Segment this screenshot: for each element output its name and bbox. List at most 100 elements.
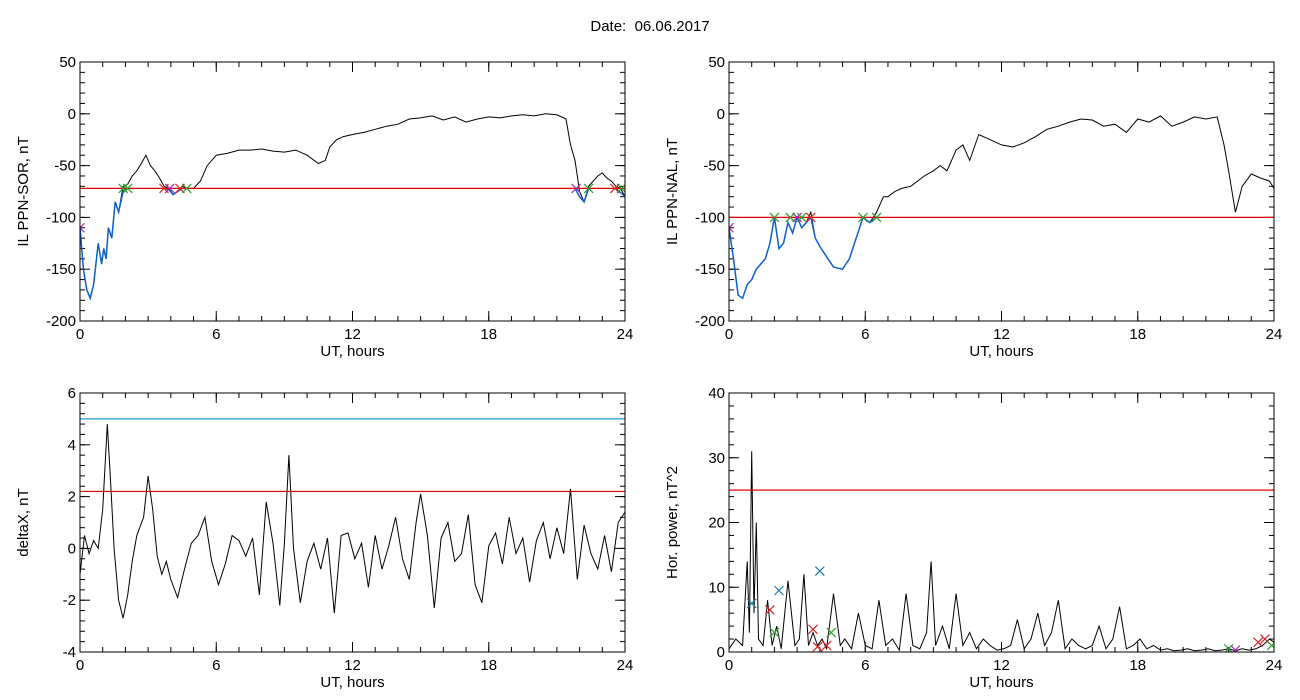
x-tick-label: 12 xyxy=(344,326,361,343)
y-tick-label: -4 xyxy=(63,644,76,661)
event-marker xyxy=(764,604,775,615)
y-tick-label: 6 xyxy=(68,385,76,402)
event-marker xyxy=(805,212,816,223)
x-tick-label: 6 xyxy=(212,657,220,674)
y-tick-label: -100 xyxy=(695,209,725,226)
y-tick-label: 50 xyxy=(708,54,725,71)
y-tick-label: 4 xyxy=(68,437,76,454)
x-tick-label: 18 xyxy=(1129,657,1146,674)
event-marker xyxy=(808,624,818,635)
event-marker xyxy=(729,222,734,233)
plot-frame xyxy=(79,61,626,322)
x-axis-label: UT, hours xyxy=(320,674,384,691)
x-tick-label: 0 xyxy=(725,657,733,674)
event-marker xyxy=(122,183,133,194)
event-marker xyxy=(583,183,594,194)
y-tick-label: 50 xyxy=(59,54,76,71)
event-marker xyxy=(769,627,780,638)
x-tick-label: 18 xyxy=(1129,326,1146,343)
plot-frame xyxy=(728,392,1275,653)
plot-area xyxy=(80,113,625,301)
event-marker xyxy=(821,640,832,651)
x-axis-label: UT, hours xyxy=(969,343,1033,360)
y-tick-label: -100 xyxy=(46,209,76,226)
x-tick-label: 12 xyxy=(993,657,1010,674)
event-marker xyxy=(826,627,837,638)
series-line xyxy=(729,451,1274,652)
series-line xyxy=(80,424,625,619)
highlight-segment xyxy=(615,187,625,198)
event-marker xyxy=(746,598,757,609)
y-axis-label: Hor. power, nT^2 xyxy=(664,466,681,579)
y-axis-label: IL PPN-NAL, nT xyxy=(664,138,681,245)
y-axis-label: IL PPN-SOR, nT xyxy=(15,136,32,246)
x-tick-label: 6 xyxy=(861,657,869,674)
plot-frame xyxy=(728,61,1275,322)
event-marker xyxy=(871,212,882,223)
event-marker xyxy=(181,183,192,194)
highlight-segment xyxy=(80,187,129,301)
plot-area xyxy=(80,418,625,619)
event-marker xyxy=(1253,637,1264,648)
event-marker xyxy=(812,641,823,652)
x-tick-label: 24 xyxy=(1266,657,1283,674)
x-tick-label: 18 xyxy=(480,326,497,343)
x-axis-label: UT, hours xyxy=(320,343,384,360)
series-line xyxy=(729,115,1274,299)
y-tick-label: 0 xyxy=(717,644,725,661)
x-tick-label: 12 xyxy=(993,326,1010,343)
event-marker xyxy=(1230,645,1241,652)
x-tick-label: 24 xyxy=(1266,326,1283,343)
y-tick-label: 0 xyxy=(717,106,725,123)
highlight-segment xyxy=(729,215,878,300)
chart-panel-power: 0 6 12 18 24 0 10 20 30 40 UT, hours Hor. power, nT… xyxy=(664,385,1282,691)
event-marker xyxy=(571,183,582,194)
x-axis-label: UT, hours xyxy=(969,674,1033,691)
x-tick-label: 12 xyxy=(344,657,361,674)
x-tick-label: 24 xyxy=(617,326,634,343)
y-tick-label: -50 xyxy=(703,158,725,175)
event-marker xyxy=(774,585,784,596)
y-tick-label: 0 xyxy=(68,540,76,557)
y-axis-label: deltaX, nT xyxy=(15,488,32,556)
x-tick-label: 24 xyxy=(617,657,634,674)
event-marker xyxy=(769,212,780,223)
plot-area xyxy=(729,115,1274,300)
y-tick-label: -200 xyxy=(46,313,76,330)
y-tick-label: -50 xyxy=(54,158,76,175)
y-tick-label: 20 xyxy=(708,515,725,532)
series-line xyxy=(80,113,625,300)
x-tick-label: 0 xyxy=(725,326,733,343)
y-tick-label: -150 xyxy=(695,261,725,278)
x-tick-label: 18 xyxy=(480,657,497,674)
x-tick-label: 0 xyxy=(76,657,84,674)
x-tick-label: 6 xyxy=(861,326,869,343)
chart-panel-nal: 0 6 12 18 24 -200 -150 -100 -50 0 50 UT, hours IL PP… xyxy=(664,54,1282,360)
event-marker xyxy=(858,212,868,223)
y-tick-label: 30 xyxy=(708,450,725,467)
y-tick-label: 2 xyxy=(68,489,76,506)
event-marker xyxy=(792,212,803,223)
y-tick-label: -150 xyxy=(46,261,76,278)
event-marker xyxy=(814,566,825,576)
highlight-segment xyxy=(574,188,590,204)
event-marker xyxy=(796,212,807,223)
x-tick-label: 6 xyxy=(212,326,220,343)
event-marker xyxy=(1266,640,1274,651)
x-tick-label: 0 xyxy=(76,326,84,343)
figure-title: Date: 06.06.2017 xyxy=(0,18,1300,35)
y-tick-label: -2 xyxy=(63,592,76,609)
date-label: Date: xyxy=(590,18,627,35)
y-tick-label: -200 xyxy=(695,313,725,330)
y-tick-label: 40 xyxy=(708,385,725,402)
y-tick-label: 10 xyxy=(708,579,725,596)
event-marker xyxy=(80,222,85,233)
date-value: 06.06.2017 xyxy=(634,18,710,35)
chart-panel-sor: 0 6 12 18 24 -200 -150 -100 -50 0 50 UT, hours IL PP… xyxy=(15,54,633,360)
event-marker xyxy=(118,183,129,194)
y-tick-label: 0 xyxy=(68,106,76,123)
plot-frame xyxy=(79,392,626,653)
plot-area xyxy=(729,451,1274,652)
